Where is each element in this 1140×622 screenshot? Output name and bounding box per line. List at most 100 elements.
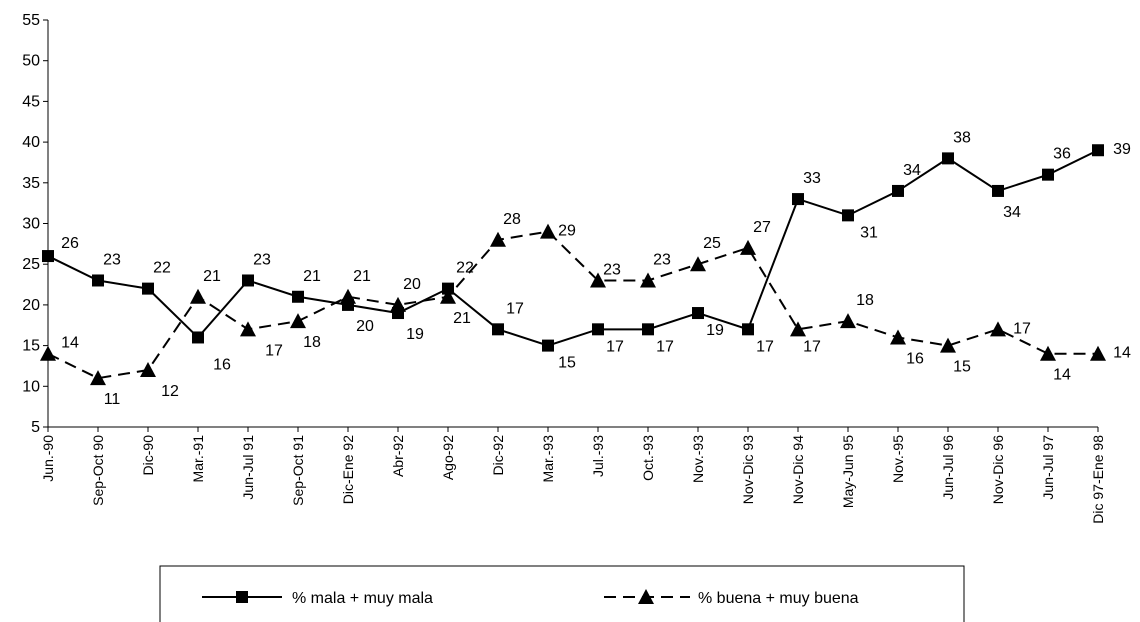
- data-label: 23: [603, 261, 621, 278]
- data-label: 18: [303, 334, 321, 351]
- data-label: 17: [606, 338, 624, 355]
- data-label: 33: [803, 170, 821, 187]
- point-marker-triangle: [540, 223, 556, 239]
- series-line-1: [47, 230, 1098, 380]
- data-label: 23: [253, 251, 271, 268]
- point-marker-triangle: [940, 337, 956, 353]
- point-marker-triangle: [740, 239, 756, 255]
- point-marker-square: [592, 323, 604, 336]
- legend-box: [159, 565, 965, 622]
- y-tick-label: 10: [22, 378, 40, 395]
- legend-label-buena: % buena + muy buena: [698, 590, 859, 607]
- x-tick-label: Nov.-95: [890, 435, 906, 483]
- x-tick-label: Sep-Oct 91: [290, 435, 306, 506]
- x-tick-label: Abr-92: [390, 435, 406, 477]
- data-label: 20: [356, 318, 374, 335]
- legend: % mala + muy mala % buena + muy buena: [159, 565, 965, 622]
- data-label: 19: [406, 326, 424, 343]
- data-label: 23: [653, 251, 671, 268]
- x-tick-label: Nov-Dic 94: [790, 435, 806, 504]
- x-tick-label: Jun-Jul 96: [940, 435, 956, 500]
- data-label: 14: [1053, 367, 1071, 384]
- data-label: 21: [353, 268, 371, 285]
- data-label: 20: [403, 276, 421, 293]
- data-label: 23: [103, 251, 121, 268]
- data-label: 26: [61, 235, 79, 252]
- y-tick-label: 15: [22, 338, 40, 355]
- x-tick-label: Dic-90: [140, 435, 156, 476]
- x-tick-label: Dic 97-Ene 98: [1090, 435, 1106, 524]
- x-tick-label: Mar.-91: [190, 435, 206, 483]
- point-marker-square: [1042, 168, 1054, 181]
- data-label: 34: [1003, 204, 1021, 221]
- x-tick-label: Mar.-93: [540, 435, 556, 483]
- data-label: 17: [803, 338, 821, 355]
- data-label: 16: [213, 356, 231, 373]
- point-marker-triangle: [690, 256, 706, 272]
- point-marker-square: [42, 250, 54, 263]
- point-marker-triangle: [490, 231, 506, 247]
- point-marker-square: [192, 331, 204, 344]
- point-marker-triangle: [890, 329, 906, 345]
- point-marker-triangle: [290, 313, 306, 329]
- point-marker-square: [692, 307, 704, 320]
- data-label: 15: [953, 359, 971, 376]
- x-tick-label: May-Jun 95: [840, 435, 856, 508]
- x-tick-label: Jun.-90: [40, 435, 56, 482]
- x-axis-ticks: Jun.-90 Sep-Oct 90 Dic-90 Mar.-91 Jun-Jul 91…: [40, 427, 1106, 524]
- point-marker-square: [492, 323, 504, 336]
- data-label: 19: [706, 322, 724, 339]
- data-label: 17: [265, 342, 283, 359]
- data-label: 15: [558, 355, 576, 372]
- x-tick-label: Nov.-93: [690, 435, 706, 483]
- point-marker-triangle: [240, 321, 256, 337]
- y-tick-label: 50: [22, 53, 40, 70]
- data-labels: 26 23 22 16 23 21 20 19 22 17 15 17 17 19 17 33 31 34 38 34…: [61, 129, 1131, 408]
- x-tick-label: Nov-Dic 96: [990, 435, 1006, 504]
- data-label: 21: [303, 268, 321, 285]
- point-marker-square: [642, 323, 654, 336]
- point-marker-triangle: [40, 345, 56, 361]
- point-marker-triangle: [190, 288, 206, 304]
- data-label: 12: [161, 383, 179, 400]
- data-label: 16: [906, 350, 924, 367]
- data-label: 38: [953, 129, 971, 146]
- y-tick-label: 25: [22, 256, 40, 273]
- data-label: 29: [558, 223, 576, 240]
- y-axis-ticks: 5 10 15 20 25 30 35 40 45 50 55: [22, 12, 48, 436]
- x-tick-label: Jun-Jul 91: [240, 435, 256, 500]
- point-marker-triangle: [390, 296, 406, 312]
- point-marker-square: [1092, 144, 1104, 157]
- legend-marker-square: [236, 591, 248, 603]
- x-tick-label: Ago-92: [440, 435, 456, 480]
- y-tick-label: 35: [22, 175, 40, 192]
- point-marker-triangle: [90, 370, 106, 386]
- legend-marker-triangle: [638, 589, 654, 604]
- x-tick-label: Oct.-93: [640, 435, 656, 481]
- data-label: 17: [756, 338, 774, 355]
- data-label: 27: [753, 219, 771, 236]
- data-label: 25: [703, 235, 721, 252]
- point-marker-square: [842, 209, 854, 222]
- x-tick-label: Dic-Ene 92: [340, 435, 356, 504]
- legend-label-mala: % mala + muy mala: [292, 590, 433, 607]
- data-label: 14: [61, 335, 79, 352]
- data-label: 21: [203, 268, 221, 285]
- x-tick-label: Jul.-93: [590, 435, 606, 477]
- data-label: 17: [656, 338, 674, 355]
- data-label: 14: [1113, 345, 1131, 362]
- data-label: 11: [104, 391, 121, 408]
- series-lines: [47, 149, 1099, 380]
- data-label: 31: [860, 224, 878, 241]
- y-tick-label: 30: [22, 216, 40, 233]
- point-marker-triangle: [590, 272, 606, 288]
- y-tick-label: 20: [22, 297, 40, 314]
- point-marker-triangle: [340, 288, 356, 304]
- point-marker-square: [892, 184, 904, 197]
- point-marker-triangle: [1090, 345, 1106, 361]
- data-label: 17: [506, 300, 524, 317]
- x-tick-label: Sep-Oct 90: [90, 435, 106, 506]
- series-markers: [40, 144, 1106, 386]
- point-marker-square: [942, 152, 954, 165]
